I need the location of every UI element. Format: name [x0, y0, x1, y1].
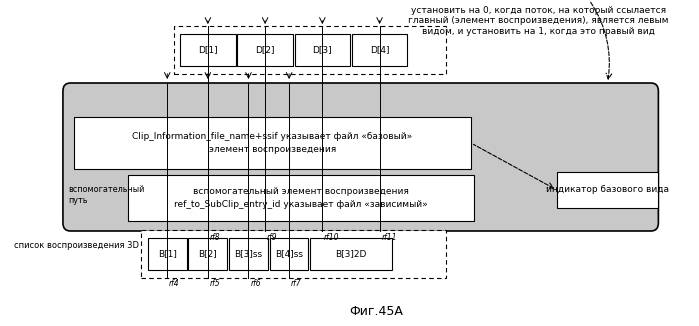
Text: rf4: rf4: [169, 279, 180, 289]
Text: rf9: rf9: [267, 232, 278, 242]
Text: B[3]ss: B[3]ss: [234, 249, 263, 259]
FancyBboxPatch shape: [229, 238, 268, 270]
Text: B[1]: B[1]: [158, 249, 177, 259]
Text: D[2]: D[2]: [255, 46, 275, 54]
Text: установить на 0, когда поток, на который ссылается
главный (элемент воспроизведе: установить на 0, когда поток, на который…: [408, 6, 669, 36]
FancyBboxPatch shape: [180, 34, 236, 66]
Text: rf8: rf8: [210, 232, 220, 242]
Text: вспомогательный
путь: вспомогательный путь: [69, 185, 145, 205]
Text: D[1]: D[1]: [198, 46, 217, 54]
FancyBboxPatch shape: [141, 230, 446, 278]
Text: B[4]ss: B[4]ss: [275, 249, 303, 259]
FancyBboxPatch shape: [189, 238, 227, 270]
FancyBboxPatch shape: [270, 238, 308, 270]
Text: D[3]: D[3]: [312, 46, 332, 54]
Text: rf5: rf5: [210, 279, 220, 289]
Text: B[3]2D: B[3]2D: [336, 249, 367, 259]
FancyBboxPatch shape: [238, 34, 293, 66]
Text: Фиг.45А: Фиг.45А: [349, 305, 403, 318]
Text: индикатор базового вида: индикатор базового вида: [546, 185, 669, 195]
FancyBboxPatch shape: [557, 172, 658, 208]
Text: B[2]: B[2]: [199, 249, 217, 259]
FancyBboxPatch shape: [63, 83, 658, 231]
Text: вспомогательный элемент воспроизведения
ref_to_SubClip_entry_id указывает файл «: вспомогательный элемент воспроизведения …: [174, 187, 428, 209]
Text: rf11: rf11: [382, 232, 397, 242]
FancyBboxPatch shape: [295, 34, 350, 66]
FancyBboxPatch shape: [74, 117, 471, 169]
Text: Clip_Information_file_name+ssif указывает файл «базовый»
элемент воспроизведения: Clip_Information_file_name+ssif указывае…: [132, 132, 412, 154]
Text: rf10: rf10: [324, 232, 340, 242]
FancyBboxPatch shape: [310, 238, 391, 270]
Text: rf7: rf7: [291, 279, 301, 289]
FancyBboxPatch shape: [174, 26, 446, 74]
Text: список воспроизведения 3D: список воспроизведения 3D: [14, 242, 138, 250]
FancyBboxPatch shape: [148, 238, 187, 270]
FancyBboxPatch shape: [127, 175, 474, 221]
Text: rf6: rf6: [250, 279, 261, 289]
Text: D[4]: D[4]: [370, 46, 389, 54]
FancyBboxPatch shape: [352, 34, 408, 66]
